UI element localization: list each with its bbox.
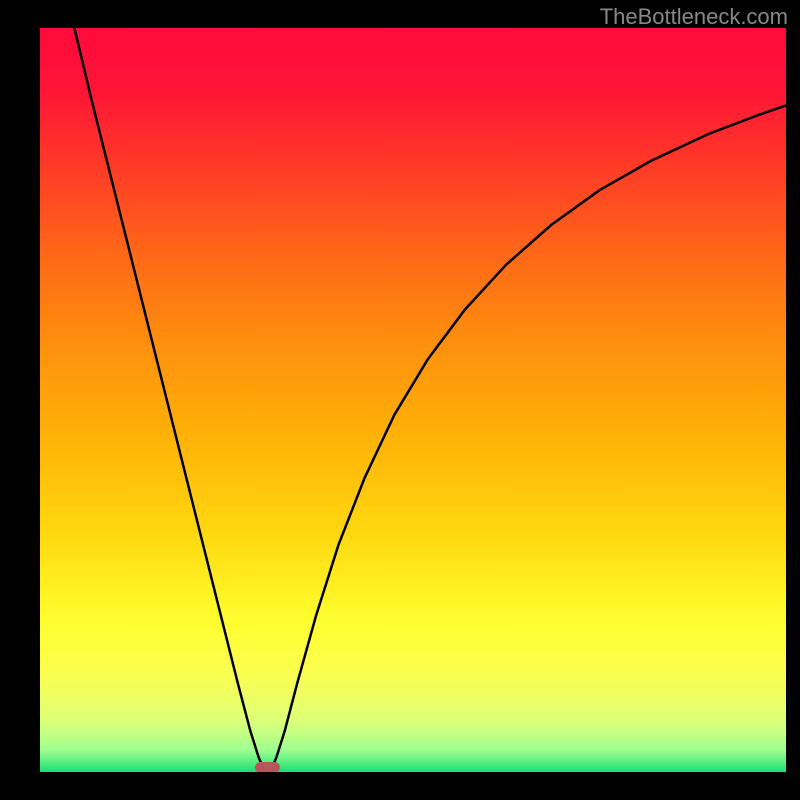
optimum-marker <box>255 762 280 772</box>
root-container: TheBottleneck.com <box>0 0 800 800</box>
curve-left-path <box>74 28 263 770</box>
curve-right-path <box>271 105 786 769</box>
plot-area <box>40 28 786 772</box>
watermark-text: TheBottleneck.com <box>600 4 788 30</box>
curve-svg <box>40 28 786 772</box>
